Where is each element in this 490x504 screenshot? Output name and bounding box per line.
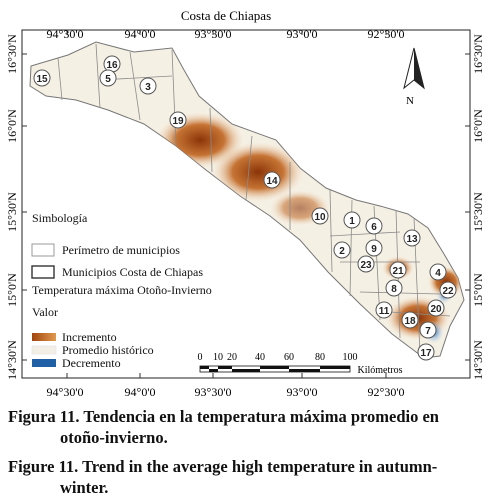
municipio-label: 2: [333, 241, 351, 259]
municipio-label: 21: [389, 261, 407, 279]
legend-costa-label: Municipios Costa de Chiapas: [62, 265, 203, 279]
caption-es-line2: otoño-invierno.: [60, 428, 168, 447]
svg-text:19: 19: [172, 116, 184, 127]
legend-swatch-historic: [31, 345, 57, 355]
lon-label-top: 94°30'0: [47, 27, 84, 41]
lon-label-bottom: 93°0'0: [287, 385, 318, 399]
municipio-label: 18: [401, 311, 419, 329]
legend-swatch-costa: [31, 265, 55, 279]
svg-text:16: 16: [106, 60, 118, 71]
svg-text:1: 1: [349, 216, 355, 227]
svg-text:23: 23: [360, 260, 372, 271]
svg-text:4: 4: [435, 268, 441, 279]
lat-label-left: 14°30'N: [5, 340, 19, 380]
municipio-label: 20: [427, 299, 445, 317]
municipio-label: 5: [99, 69, 117, 87]
legend-swatch-perimeter: [31, 243, 55, 257]
legend-increase-label: Incremento: [62, 330, 117, 344]
lat-label-right: 16°0'N: [471, 109, 485, 143]
lat-label-left: 16°0'N: [5, 109, 19, 143]
lon-label-bottom: 94°0'0: [125, 385, 156, 399]
lat-label-left: 16°30'N: [5, 34, 19, 74]
svg-text:17: 17: [420, 348, 432, 359]
lat-label-right: 15°0'N: [471, 273, 485, 307]
lon-label-top: 93°0'0: [287, 27, 318, 41]
lon-label-top: 92°30'0: [368, 27, 405, 41]
svg-text:100: 100: [343, 352, 358, 363]
lon-label-bottom: 92°30'0: [368, 385, 405, 399]
lon-label-bottom: 94°30'0: [47, 385, 84, 399]
legend-heading: Simbología: [32, 211, 88, 225]
municipio-label: 23: [357, 255, 375, 273]
lon-label-bottom: 93°30'0: [195, 385, 232, 399]
municipio-label: 7: [419, 321, 437, 339]
caption-es-line1: Figura 11. Tendencia en la temperatura m…: [8, 407, 439, 426]
lat-label-right: 16°30'N: [471, 34, 485, 74]
caption-en-line2: winter.: [60, 478, 109, 497]
municipio-label: 10: [311, 207, 329, 225]
municipio-label: 8: [385, 279, 403, 297]
map-figure: Costa de Chiapas 94°30'0 94°0'0 93°30'0 …: [5, 8, 485, 399]
svg-text:3: 3: [145, 82, 151, 93]
municipio-label: 11: [375, 301, 393, 319]
scale-bar: 0 10 20 40 60 80 100 Kilómetros: [198, 352, 403, 376]
svg-text:21: 21: [392, 266, 404, 277]
municipio-label: 22: [439, 281, 457, 299]
svg-text:80: 80: [315, 352, 325, 363]
legend-historic-label: Promedio histórico: [62, 343, 154, 357]
municipio-label: 1: [343, 211, 361, 229]
legend-swatch-increase: [32, 333, 56, 341]
municipio-label: 17: [417, 343, 435, 361]
svg-text:10: 10: [314, 212, 326, 223]
svg-text:8: 8: [391, 284, 397, 295]
svg-text:11: 11: [379, 306, 390, 317]
municipio-label: 19: [169, 111, 187, 129]
legend-swatch-decrease: [32, 359, 56, 367]
municipio-label: 6: [365, 217, 383, 235]
svg-text:13: 13: [406, 234, 418, 245]
lat-label-left: 15°30'N: [5, 192, 19, 232]
svg-text:40: 40: [255, 352, 265, 363]
municipio-label: 15: [33, 69, 51, 87]
north-arrow-icon: N: [403, 47, 425, 107]
svg-text:14: 14: [266, 176, 278, 187]
svg-text:N: N: [406, 95, 414, 107]
svg-text:60: 60: [284, 352, 294, 363]
lat-label-right: 15°30'N: [471, 192, 485, 232]
svg-text:20: 20: [430, 304, 442, 315]
lat-label-right: 14°30'N: [471, 340, 485, 380]
svg-text:7: 7: [425, 326, 431, 337]
svg-text:22: 22: [442, 286, 454, 297]
municipio-label: 4: [429, 263, 447, 281]
legend-perimeter-label: Perímetro de municipios: [62, 243, 180, 257]
legend-temp-title: Temperatura máxima Otoño-Invierno: [32, 283, 212, 297]
svg-text:15: 15: [36, 74, 48, 85]
svg-text:6: 6: [371, 222, 377, 233]
municipio-label: 14: [263, 171, 281, 189]
svg-text:2: 2: [339, 246, 345, 257]
lon-label-top: 94°0'0: [125, 27, 156, 41]
legend: Simbología Perímetro de municipios Munic…: [31, 211, 212, 370]
map-title: Costa de Chiapas: [181, 8, 271, 23]
municipio-label: 3: [139, 77, 157, 95]
warming-zone: [212, 142, 304, 202]
svg-text:18: 18: [404, 316, 416, 327]
svg-text:9: 9: [371, 244, 377, 255]
caption-en-line1: Figure 11. Trend in the average high tem…: [8, 457, 438, 476]
svg-text:0: 0: [198, 352, 203, 363]
svg-text:10: 10: [213, 352, 223, 363]
municipio-label: 13: [403, 229, 421, 247]
svg-text:5: 5: [105, 74, 111, 85]
legend-valor-label: Valor: [32, 305, 58, 319]
legend-decrease-label: Decremento: [62, 356, 121, 370]
svg-text:Kilómetros: Kilómetros: [358, 365, 403, 376]
svg-text:20: 20: [227, 352, 237, 363]
municipio-label: 16: [103, 55, 121, 73]
lon-label-top: 93°30'0: [195, 27, 232, 41]
lat-label-left: 15°0'N: [5, 273, 19, 307]
municipio-label: 9: [365, 239, 383, 257]
